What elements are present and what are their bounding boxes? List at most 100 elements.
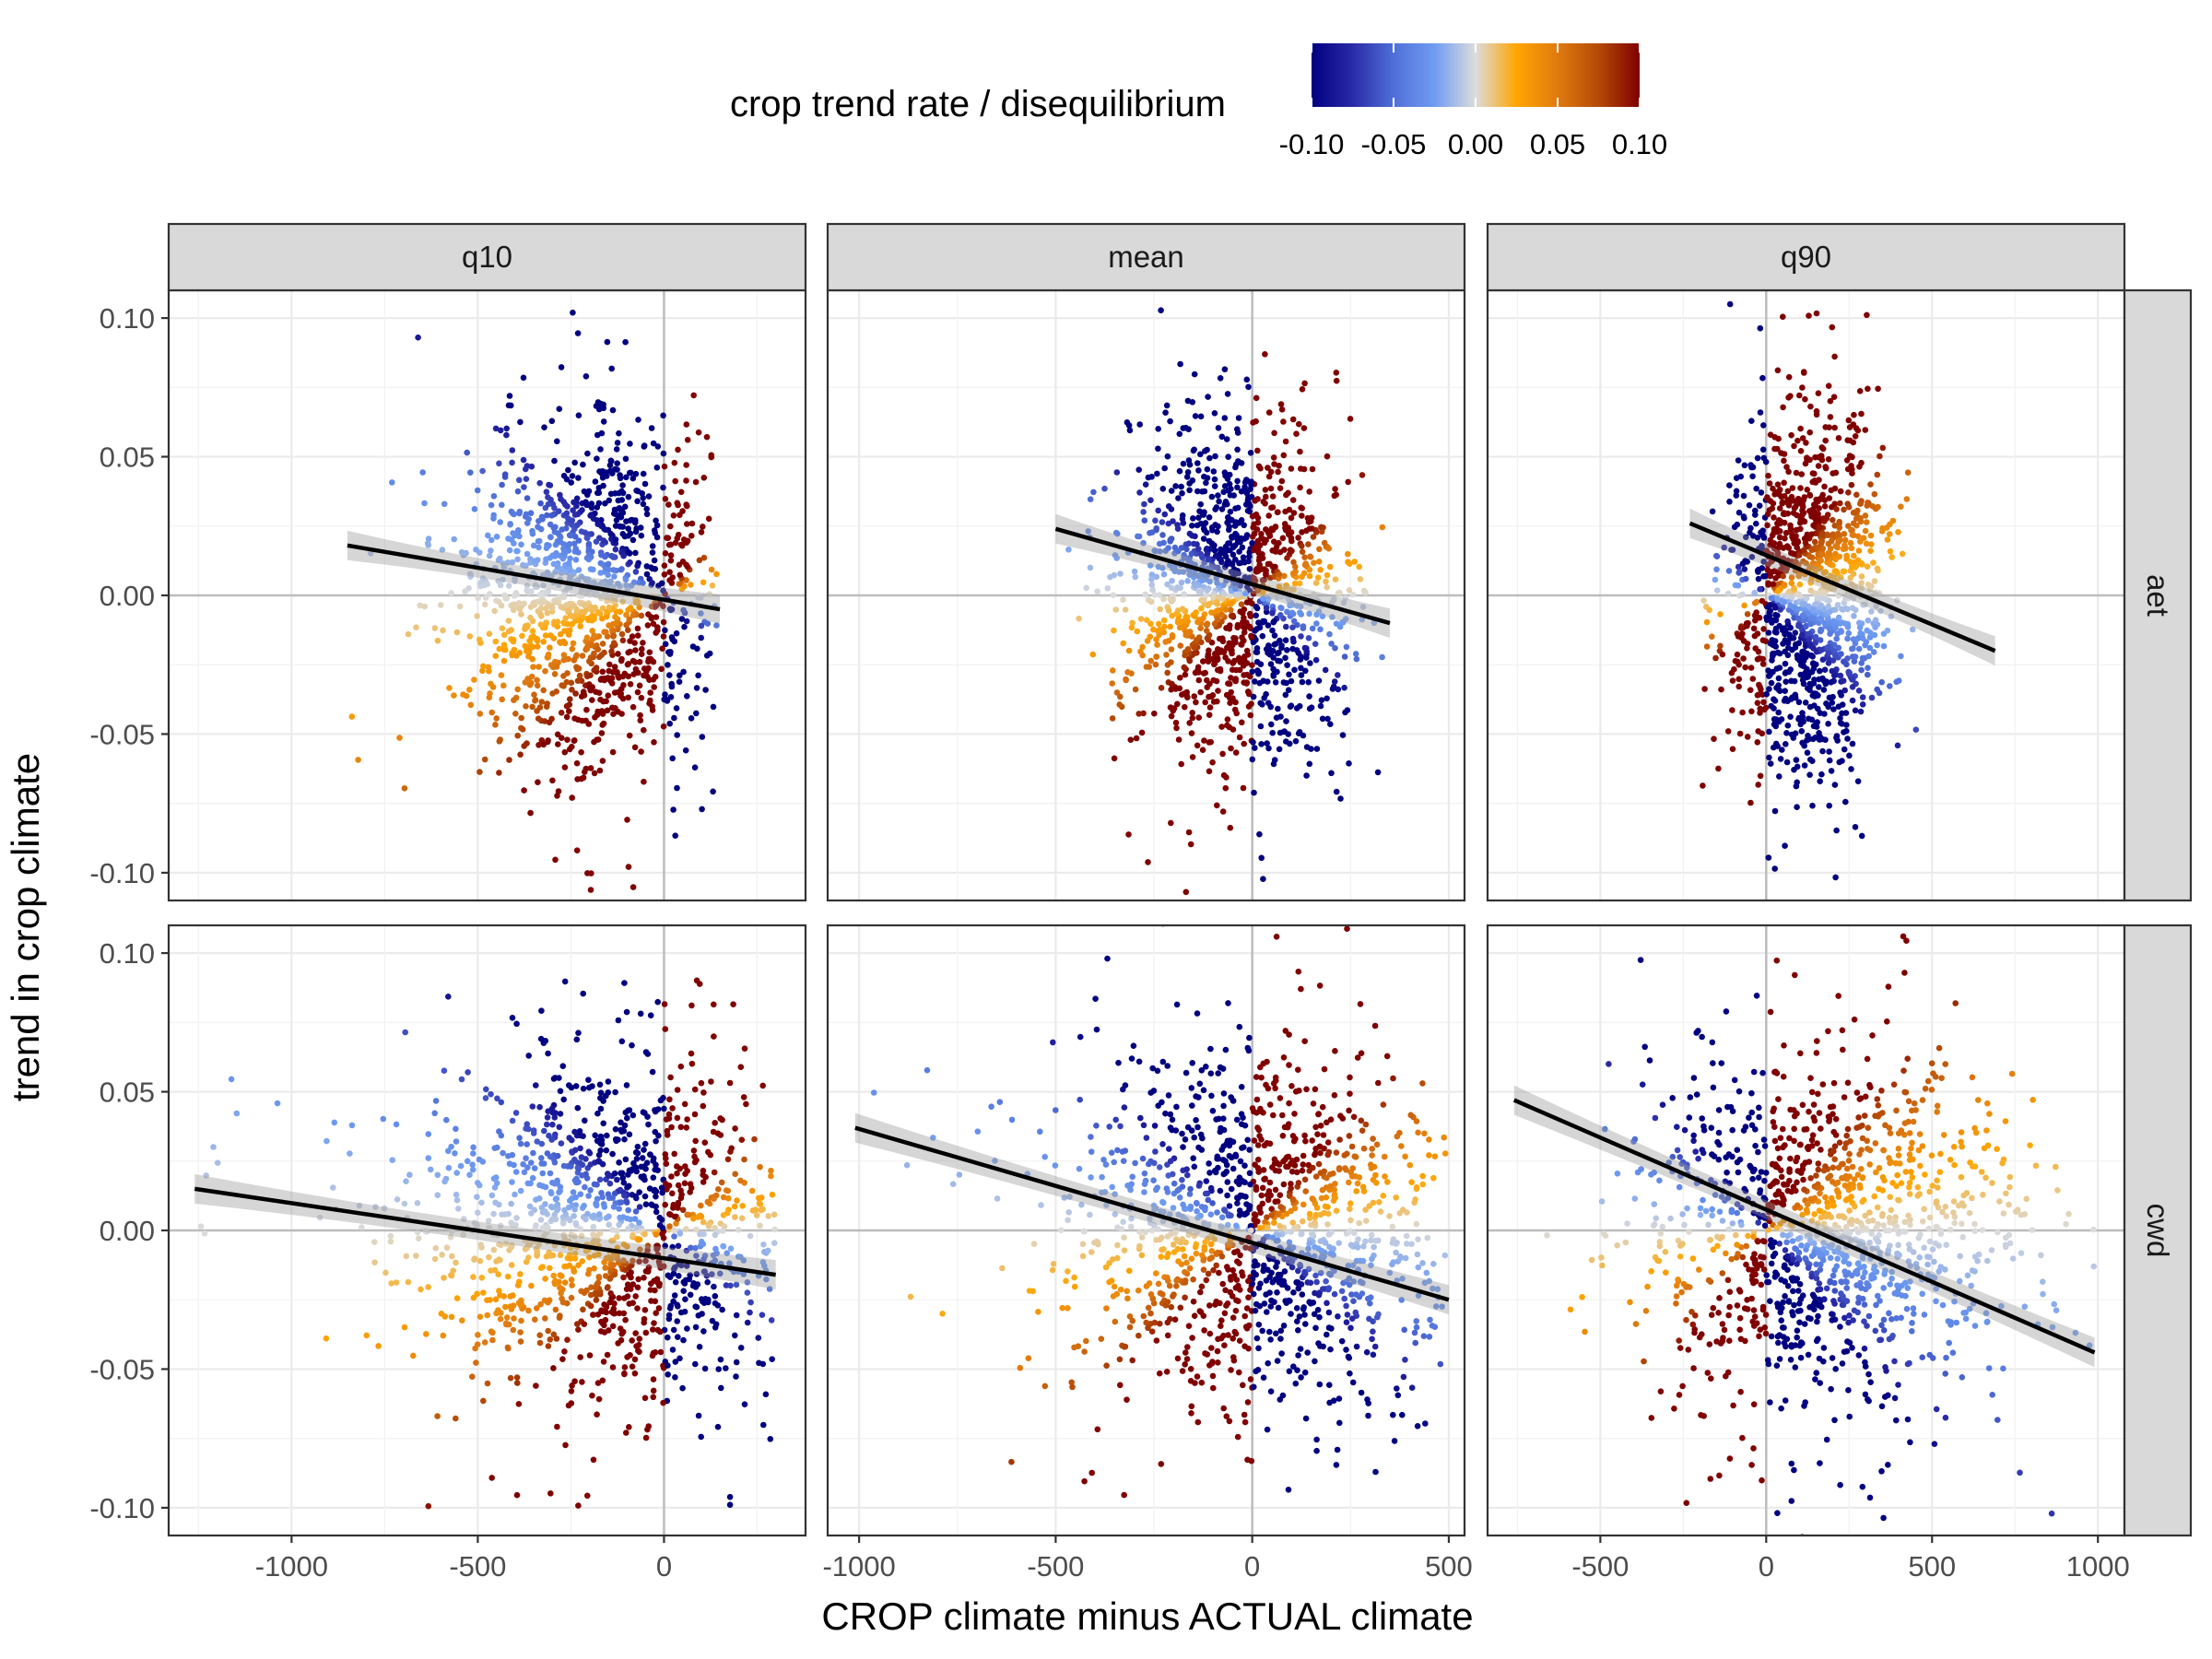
scatter-point — [1807, 756, 1814, 763]
scatter-point — [1189, 523, 1195, 529]
scatter-point — [1298, 672, 1305, 678]
scatter-point — [575, 1030, 582, 1036]
scatter-point — [1771, 603, 1778, 609]
scatter-point — [1806, 312, 1812, 319]
scatter-point — [387, 1238, 394, 1245]
scatter-point — [402, 1029, 409, 1036]
scatter-point — [649, 580, 655, 586]
scatter-point — [703, 433, 711, 441]
scatter-point — [1104, 585, 1112, 592]
scatter-point — [652, 674, 659, 680]
scatter-point — [612, 465, 618, 473]
scatter-point — [1285, 731, 1291, 737]
scatter-point — [738, 1136, 746, 1143]
scatter-point — [582, 769, 588, 775]
scatter-point — [1770, 485, 1776, 492]
scatter-point — [1180, 520, 1187, 526]
scatter-point — [694, 645, 700, 653]
scatter-point — [1295, 730, 1302, 736]
scatter-point — [605, 571, 611, 579]
scatter-point — [572, 1219, 580, 1227]
scatter-point — [1859, 701, 1866, 708]
scatter-point — [598, 708, 606, 714]
scatter-point — [1866, 634, 1874, 641]
scatter-point — [521, 484, 527, 490]
scatter-point — [556, 1124, 563, 1131]
scatter-point — [566, 1262, 573, 1269]
scatter-point — [623, 611, 629, 618]
scatter-point — [543, 703, 550, 710]
scatter-point — [1147, 657, 1154, 665]
scatter-point — [1117, 571, 1124, 577]
scatter-point — [488, 1267, 494, 1274]
scatter-point — [448, 590, 454, 596]
scatter-point — [1185, 457, 1193, 464]
scatter-point — [582, 529, 589, 536]
scatter-point — [690, 392, 697, 399]
scatter-point — [1224, 559, 1231, 566]
scatter-point — [727, 1148, 734, 1155]
scatter-point — [632, 599, 640, 606]
scatter-point — [1204, 475, 1211, 481]
scatter-point — [1801, 762, 1808, 769]
scatter-point — [1184, 578, 1191, 584]
scatter-point — [623, 582, 629, 589]
scatter-point — [581, 1321, 588, 1327]
scatter-point — [1829, 503, 1835, 511]
scatter-point — [1846, 669, 1853, 677]
scatter-point — [1245, 383, 1252, 391]
scatter-point — [1877, 607, 1884, 615]
scatter-point — [665, 501, 672, 508]
scatter-point — [1839, 606, 1845, 613]
scatter-point — [1241, 618, 1247, 626]
scatter-point — [561, 1206, 568, 1214]
scatter-point — [646, 649, 653, 655]
scatter-point — [1265, 465, 1271, 471]
scatter-point — [1277, 605, 1284, 611]
scatter-point — [511, 646, 518, 653]
scatter-point — [1319, 715, 1326, 723]
scatter-point — [604, 338, 611, 346]
scatter-point — [1869, 503, 1877, 510]
scatter-point — [375, 1343, 382, 1349]
scatter-point — [640, 640, 646, 646]
scatter-point — [1299, 678, 1306, 686]
scatter-point — [653, 1208, 660, 1216]
scatter-point — [550, 1272, 557, 1279]
scatter-point — [1374, 769, 1382, 776]
scatter-point — [1178, 760, 1184, 768]
scatter-point — [1182, 703, 1188, 711]
scatter-point — [1765, 472, 1771, 479]
scatter-point — [1290, 559, 1297, 566]
scatter-point — [445, 1164, 453, 1171]
scatter-point — [600, 482, 606, 489]
scatter-point — [1202, 448, 1208, 454]
scatter-point — [599, 615, 606, 622]
scatter-point — [579, 653, 586, 659]
scatter-point — [1183, 688, 1190, 696]
scatter-point — [748, 1187, 756, 1194]
scatter-point — [1807, 620, 1814, 628]
scatter-point — [1295, 650, 1302, 656]
scatter-point — [683, 1226, 689, 1232]
scatter-point — [1362, 589, 1369, 596]
scatter-point — [1161, 511, 1169, 518]
scatter-point — [1816, 676, 1822, 683]
scatter-point — [577, 1226, 584, 1232]
scatter-point — [618, 488, 625, 495]
scatter-point — [599, 641, 606, 647]
scatter-point — [1112, 606, 1119, 613]
scatter-point — [666, 1274, 674, 1280]
scatter-point — [1854, 507, 1861, 514]
scatter-point — [759, 1206, 766, 1213]
scatter-point — [612, 511, 618, 517]
scatter-point — [1865, 671, 1871, 678]
scatter-point — [1170, 518, 1176, 524]
scatter-point — [629, 1300, 636, 1306]
scatter-point — [1148, 582, 1156, 588]
scatter-point — [1321, 539, 1328, 547]
scatter-point — [521, 600, 527, 607]
scatter-point — [625, 533, 632, 539]
scatter-point — [1758, 489, 1765, 496]
scatter-point — [586, 552, 593, 559]
